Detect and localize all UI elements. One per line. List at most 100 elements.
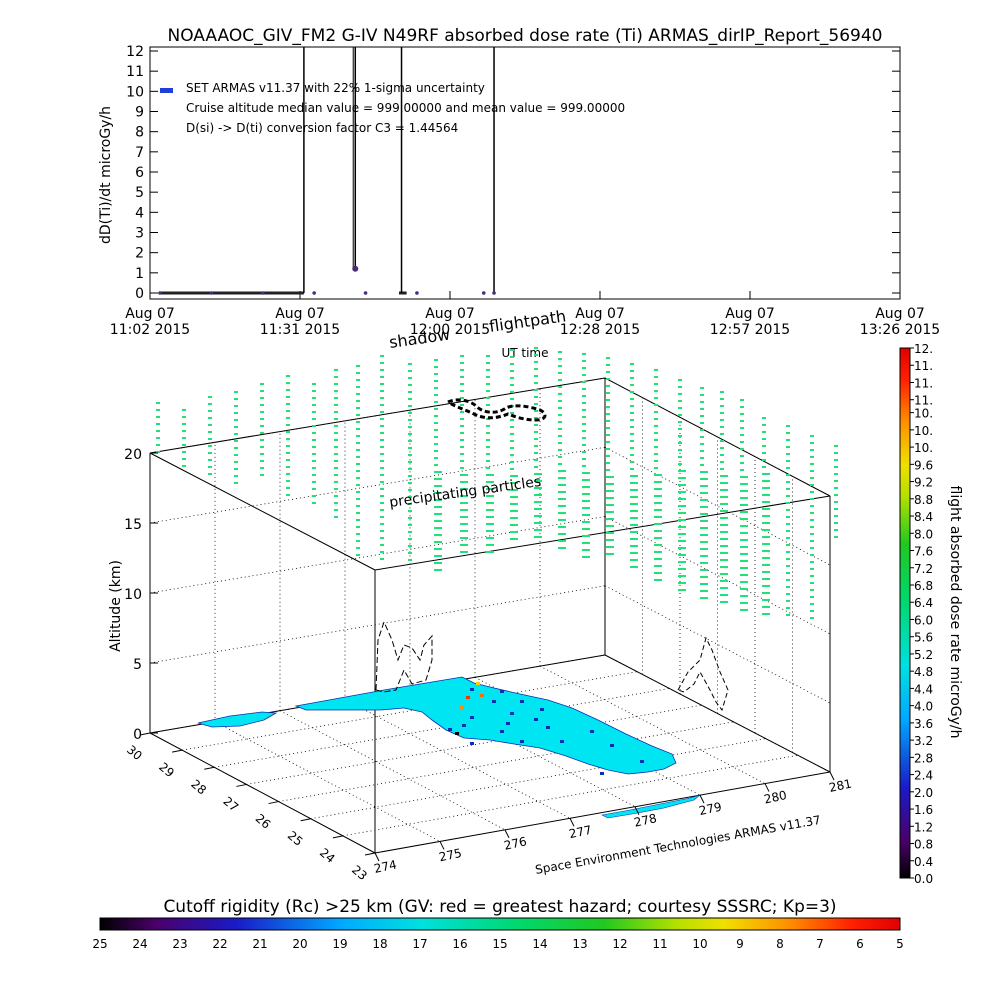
lat-tick [139,732,151,736]
cutoff-rigidity-tick-label: 8 [776,937,784,951]
dose-colorbar-tick-label: 5.2 [914,648,933,662]
lat-tick [204,766,215,770]
lon-tick-label: 274 [373,857,398,875]
dose-colorbar-tick-label: 3.6 [914,717,933,731]
series-point [312,291,316,295]
chart-title: NOAAAOC_GIV_FM2 G-IV N49RF absorbed dose… [168,26,883,46]
land-speck [492,700,496,703]
lat-tick [236,783,247,787]
land-speck [470,742,474,745]
series-point [260,291,265,295]
cutoff-rigidity-tick-label: 22 [212,937,227,951]
cutoff-rigidity-tick-label: 10 [692,937,707,951]
land-speck [476,682,480,685]
lat-tick-label: 30 [124,743,145,764]
dose-colorbar-tick-label: 10. [914,407,933,421]
land-speck [610,744,614,747]
frame-front-top-left [149,452,376,571]
land-speck [510,712,514,715]
dose-colorbar-tick-label: 10. [914,424,933,438]
dose-colorbar-tick-label: 2.8 [914,751,933,765]
top-series [158,47,496,295]
land-speck [534,718,538,721]
lat-tick [268,801,279,805]
land-speck [455,732,459,735]
z-axis-label: Altitude (km) [108,560,124,652]
top-y-tick-label: 6 [135,165,144,181]
flight-track-right [677,636,729,712]
grid-alt-back-left [149,446,606,524]
grid-alt-back-left [149,516,606,594]
cutoff-rigidity-tick-label: 16 [452,937,467,951]
lon-tick [569,818,575,827]
grid-alt-back-left [149,377,606,454]
top-y-tick-label: 4 [135,205,144,221]
dose-colorbar-ticks: 0.0 0.4 0.8 1.2 1.6 2.0 2.4 2.8 3.2 3.6 4.0 4.4 4.8 5… [910,342,933,886]
cutoff-rigidity-tick-label: 23 [172,937,187,951]
top-y-tick-label: 10 [126,84,144,100]
land-speck [546,726,550,729]
land-speck [500,690,504,693]
land-speck [480,694,484,697]
dose-colorbar-tick-label: 6.0 [914,613,933,627]
land-speck [460,706,464,709]
land-speck [448,728,452,731]
lat-tick [300,818,311,822]
top-x-tick-label-date: Aug 07 [575,306,625,322]
lat-tick-label: 27 [221,794,242,815]
top-x-tick-label-date: Aug 07 [875,306,925,322]
top-y-tick-label: 5 [135,185,144,201]
cutoff-rigidity-tick-label: 14 [532,937,547,951]
annotation-shadow: shadow [388,325,451,352]
dose-colorbar-tick-label: 8.0 [914,527,933,541]
dose-colorbar-tick-label: 1.2 [914,820,933,834]
frame-front-top-right [374,495,831,571]
grid-floor-lon [214,721,441,842]
dose-colorbar-tick-label: 7.6 [914,545,933,559]
top-x-tick-label-time: 13:26 2015 [860,322,940,338]
florida-landmass [197,676,677,775]
florida-keys [601,794,701,819]
z-tick-label: 0 [133,727,142,743]
dose-colorbar-tick-label: 0.4 [914,855,933,869]
dose-colorbar-tick-label: 1.6 [914,803,933,817]
top-legend: SET ARMAS v11.37 with 22% 1-sigma uncert… [160,81,625,135]
dose-colorbar-tick-label: 4.0 [914,700,933,714]
top-x-tick-label-date: Aug 07 [425,306,475,322]
top-x-tick-label-date: Aug 07 [275,306,325,322]
dose-colorbar-label: flight absorbed dose rate microGy/h [947,486,963,739]
lat-tick-label: 28 [188,777,209,798]
top-x-tick-label-time: 12:28 2015 [560,322,640,338]
lat-tick-label: 24 [317,845,338,866]
lon-tick [374,852,380,862]
cutoff-rigidity-tick-label: 15 [492,937,507,951]
lon-tick [829,771,835,781]
dose-colorbar-tick-label: 9.6 [914,458,933,472]
top-x-axis-label: UT time [501,346,548,360]
top-x-tick-label-date: Aug 07 [725,306,775,322]
lat-tick-label: 26 [253,811,274,832]
series-point [481,291,486,295]
dose-colorbar-tick-label: 8.8 [914,493,933,507]
flightpath-shadow [447,398,547,422]
legend-line-2: Cruise altitude median value = 999.00000… [186,101,625,115]
dose-colorbar-tick-label: 5.6 [914,631,933,645]
lon-tick-label: 275 [438,846,463,864]
lat-tick [332,835,343,839]
grid-alt-back-right [604,516,831,635]
z-axis: 0 5 10 15 20 [124,447,158,743]
z-tick-label: 15 [124,517,142,533]
lon-tick-label: 280 [763,788,788,806]
longitude-axis: 274 275 276 277 278 279 280 281 [373,771,853,876]
lon-tick-label: 279 [698,800,723,818]
series-point [158,291,162,295]
cutoff-rigidity-tick-label: 21 [252,937,267,951]
lon-tick-label: 276 [503,834,528,852]
top-x-tick-label-time: 11:31 2015 [260,322,340,338]
annotation-precipitating-particles: precipitating particles [388,474,542,511]
lon-tick-label: 281 [828,776,853,794]
z-tick-label: 5 [133,657,142,673]
